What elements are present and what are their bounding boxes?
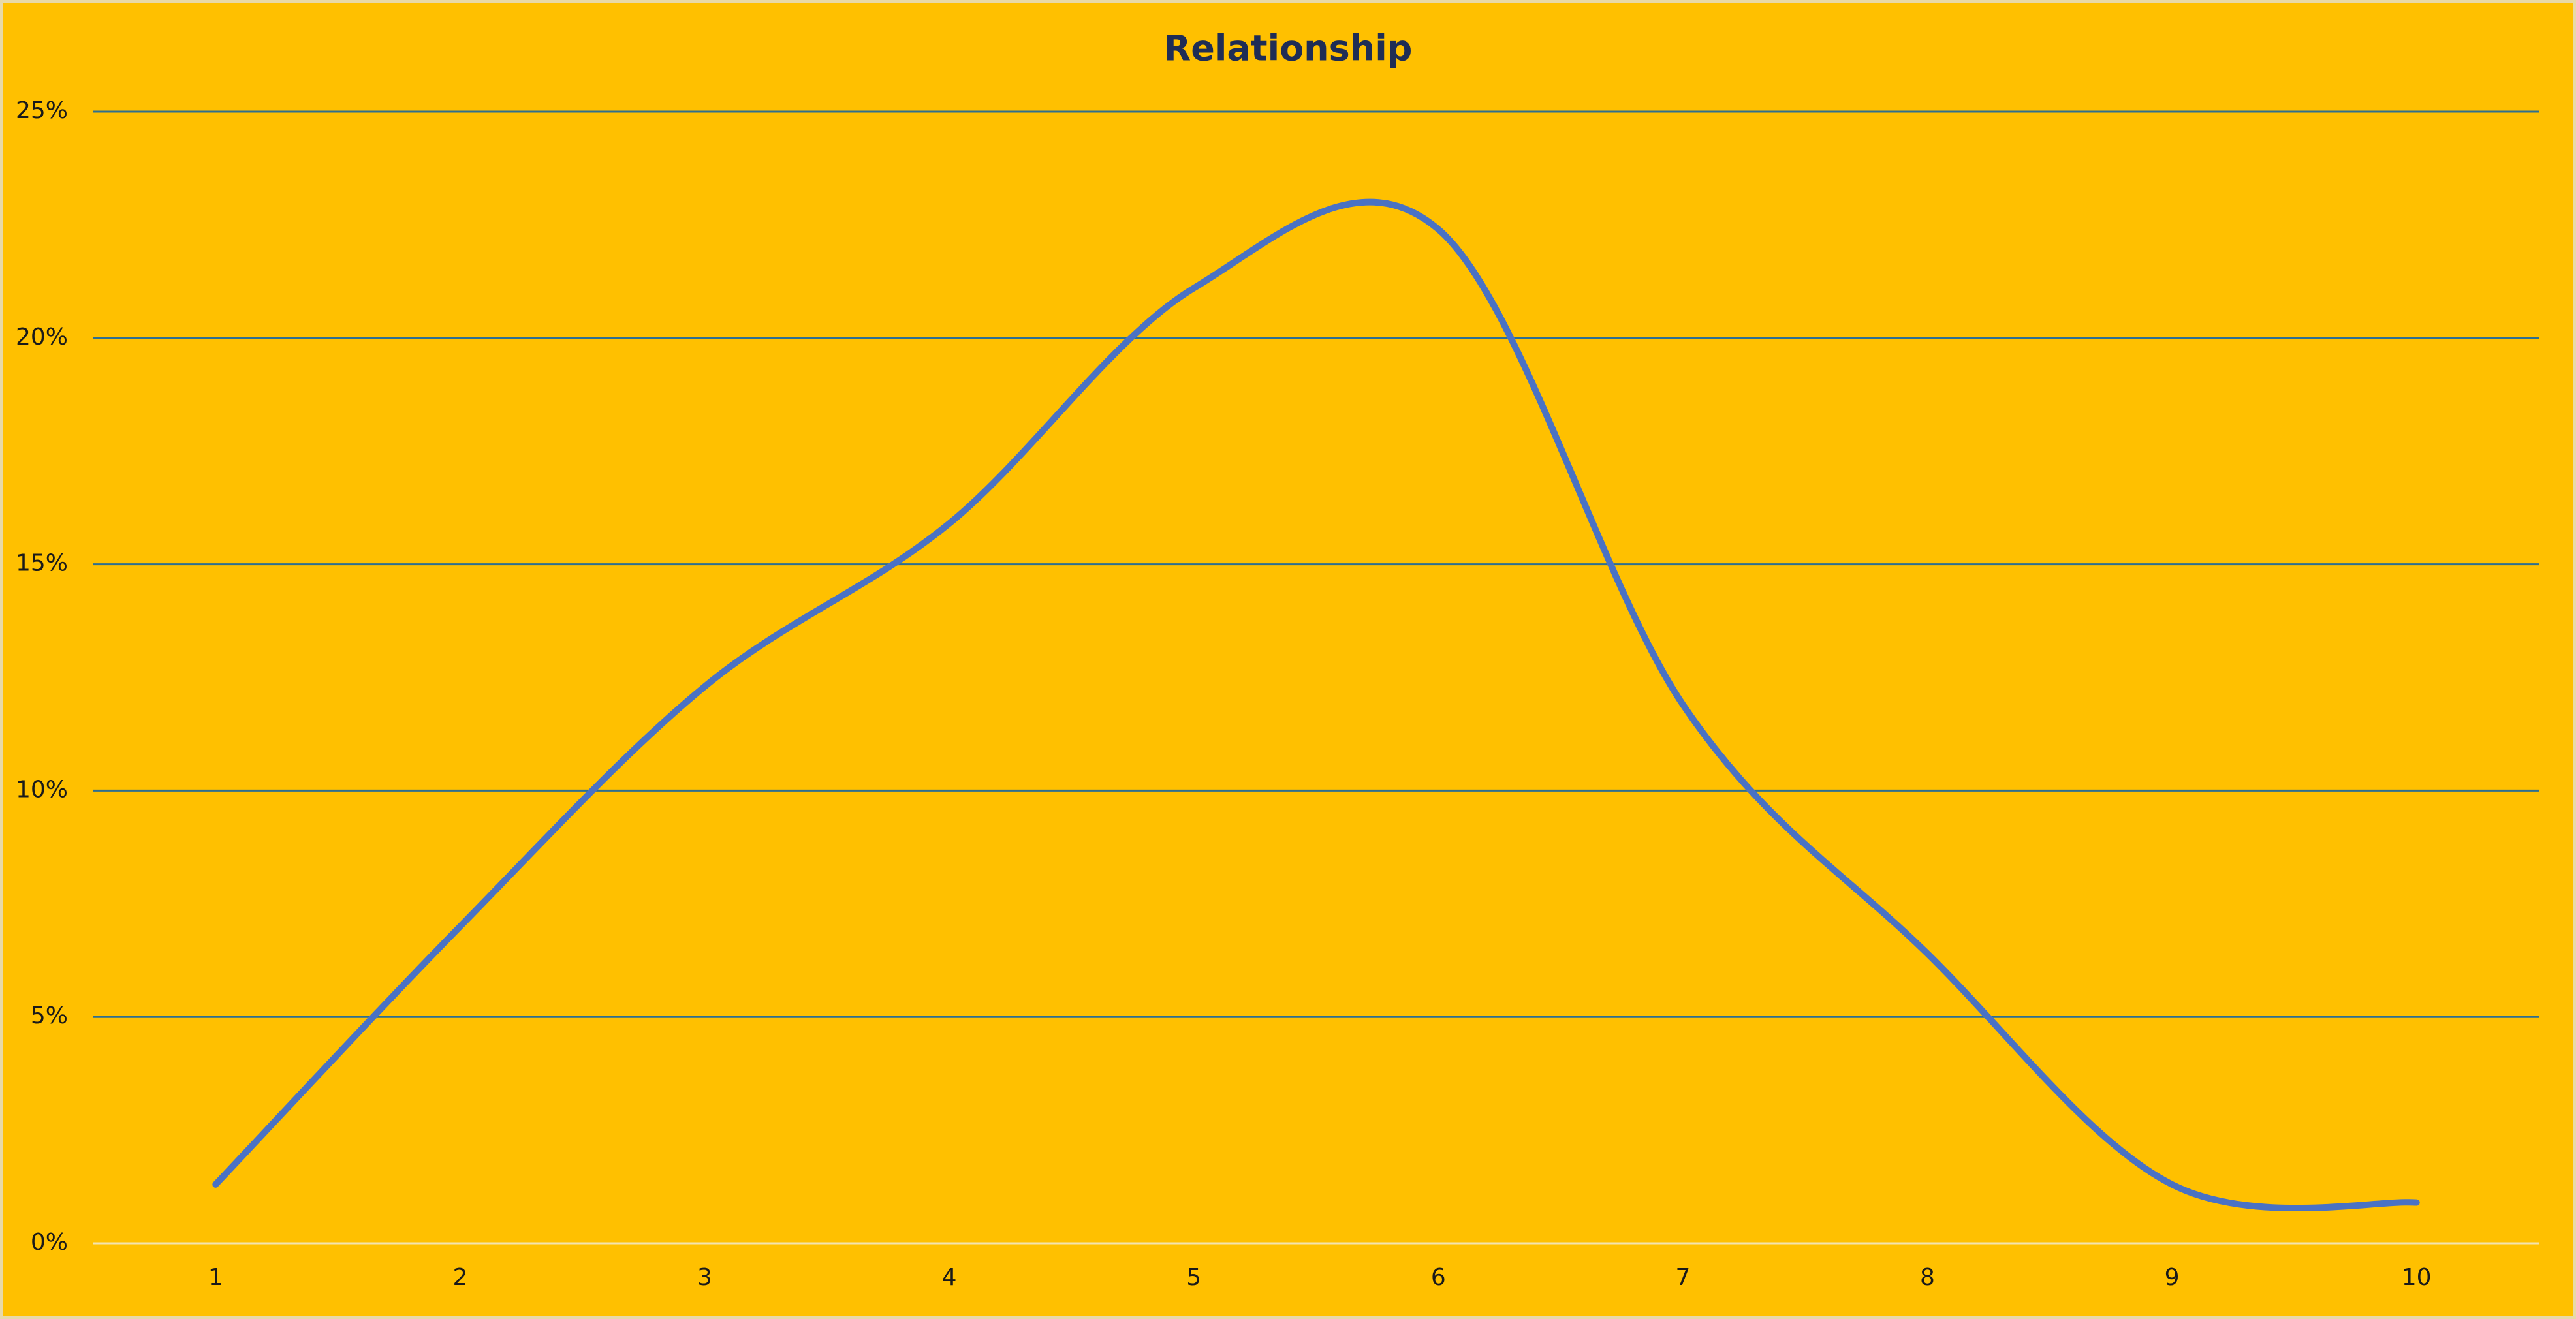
y-tick-label: 0% — [31, 1229, 68, 1256]
y-tick-label: 10% — [16, 776, 68, 803]
x-tick-label: 9 — [2165, 1264, 2180, 1291]
y-tick-label: 20% — [16, 324, 68, 350]
y-tick-label: 5% — [31, 1002, 68, 1029]
chart-title: Relationship — [1164, 28, 1413, 69]
x-tick-label: 2 — [452, 1264, 467, 1291]
x-tick-label: 1 — [208, 1264, 223, 1291]
x-tick-label: 10 — [2402, 1264, 2432, 1291]
x-tick-label: 5 — [1186, 1264, 1201, 1291]
x-tick-label: 8 — [1920, 1264, 1935, 1291]
x-tick-label: 6 — [1431, 1264, 1446, 1291]
y-tick-label: 15% — [16, 550, 68, 577]
y-tick-label: 25% — [16, 97, 68, 124]
x-tick-label: 3 — [697, 1264, 712, 1291]
x-tick-label: 4 — [942, 1264, 957, 1291]
line-series — [212, 198, 2420, 1212]
x-tick-label: 7 — [1675, 1264, 1690, 1291]
